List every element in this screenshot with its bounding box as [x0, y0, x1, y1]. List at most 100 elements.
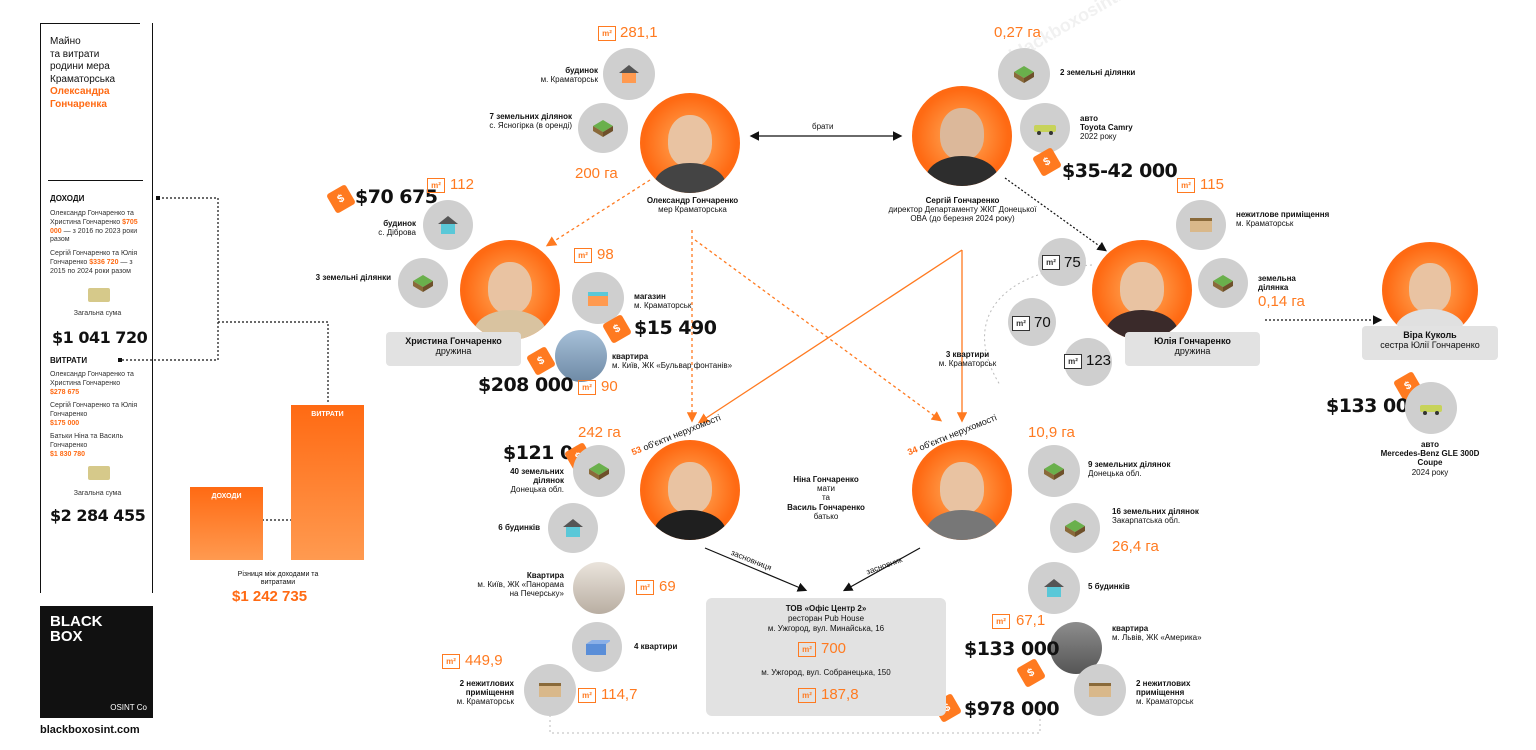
- n-flats4-text: 4 квартири: [634, 642, 678, 651]
- n-land-price: $121 00: [503, 442, 586, 464]
- s-land-area: 0,27 га: [994, 24, 1041, 41]
- bar-expense: ВИТРАТИ: [291, 405, 364, 560]
- sidebar-rule-left: [40, 23, 41, 593]
- m2-icon: m²: [798, 642, 816, 657]
- y-nonres-area: 115: [1200, 176, 1224, 193]
- nina-photo: [640, 440, 740, 540]
- house-icon: [603, 48, 655, 100]
- k-house-price: $70 675: [355, 186, 438, 208]
- flat-photo: [555, 330, 607, 382]
- khrystyna-photo: [460, 240, 560, 340]
- y-land-area: 0,14 га: [1258, 293, 1305, 310]
- income-item-2: Сергій Гончаренко та Юлія Гончаренко $33…: [50, 250, 138, 275]
- k-house-text: будинок с. Діброва: [378, 219, 416, 238]
- sidebar-connectors: [118, 196, 329, 521]
- k-house-area: 112: [450, 176, 474, 193]
- n-flat-area: 69: [659, 578, 676, 595]
- v-flat-area: 67,1: [1016, 612, 1046, 629]
- oleksandr-caption: Олександр Гончаренко мер Краматорська: [646, 196, 739, 215]
- shop-icon: [572, 272, 624, 324]
- v-land1-area: 10,9 га: [1028, 424, 1075, 441]
- c-area1: 700: [821, 640, 847, 657]
- k-flat-text: квартира м. Київ, ЖК «Бульвар фонтанів»: [612, 352, 733, 371]
- expense-total: $2 284 455: [50, 506, 146, 525]
- m2-icon: m²: [1177, 178, 1195, 193]
- v-car-price: $133 000: [1326, 395, 1422, 417]
- sidebar-title: Майно та витрати родини мера Краматорськ…: [50, 36, 116, 110]
- y-flat3: 123: [1086, 352, 1112, 369]
- khrystyna-label: Христина Гончаренко дружина: [386, 332, 521, 366]
- yulia-label: Юлія Гончаренко дружина: [1125, 332, 1260, 366]
- house-icon: [1028, 562, 1080, 614]
- land-icon: [398, 258, 448, 308]
- money-icon-2: [88, 466, 110, 480]
- expense-item-2: Сергій Гончаренко та Юлія Гончаренко $175…: [50, 402, 138, 427]
- v-car-text: авто Mercedes-Benz GLE 300D Coupe 2024 рок…: [1380, 440, 1480, 477]
- m2-icon: m²: [992, 614, 1010, 629]
- income-total-label: Загальна сума: [73, 310, 122, 317]
- expense-total-label: Загальна сума: [73, 490, 122, 497]
- brothers-label: брати: [812, 122, 834, 131]
- m2-icon: m²: [578, 688, 596, 703]
- v-land1-text: 9 земельних ділянок Донецька обл.: [1088, 460, 1171, 479]
- land-icon: [1028, 445, 1080, 497]
- v-land2-area: 26,4 га: [1112, 538, 1159, 555]
- income-heading: ДОХОДИ: [50, 194, 85, 203]
- c-area2: 187,8: [821, 686, 859, 703]
- vira-label: Віра Куколь сестра Юлії Гончаренко: [1362, 326, 1498, 360]
- serhii-photo: [912, 86, 1012, 186]
- building-icon: [524, 664, 576, 716]
- v-nonres-price: $978 000: [964, 698, 1060, 720]
- m2-icon: m²: [442, 654, 460, 669]
- yulia-photo: [1092, 240, 1192, 340]
- n-houses-text: 6 будинків: [498, 523, 540, 532]
- diff-value: $1 242 735: [232, 588, 308, 605]
- income-item-1: Олександр Гончаренко та Христина Гончаре…: [50, 210, 138, 244]
- v-nonres-text: 2 нежитлових приміщення м. Краматорськ: [1136, 679, 1194, 707]
- house-icon: [548, 503, 598, 553]
- n-flat-text: Квартира м. Київ, ЖК «Панорама на Печерсь…: [477, 571, 564, 599]
- brand-logo: BLACK BOX OSINT Co: [40, 606, 153, 718]
- c-address2: м. Ужгород, вул. Собранецька, 150: [761, 668, 891, 677]
- m2-icon: m²: [598, 26, 616, 41]
- y-flat2: 70: [1034, 314, 1051, 331]
- o-house-area: 281,1: [620, 24, 658, 41]
- flats-icon: [572, 622, 622, 672]
- k-flat-area: 90: [601, 378, 618, 395]
- money-icon: [88, 288, 110, 302]
- land-icon: [1198, 258, 1248, 308]
- n-land-text: 40 земельних ділянок Донецька обл.: [510, 467, 564, 495]
- y-flats-text: 3 квартири м. Краматорськ: [938, 350, 997, 369]
- o-house-text: будинок м. Краматорськ: [540, 66, 598, 85]
- v-houses-text: 5 будинків: [1088, 582, 1130, 591]
- parents-caption: Ніна Гончаренко мати та Василь Гончаренк…: [787, 475, 865, 521]
- v-land2-text: 16 земельних ділянок Закарпатська обл.: [1112, 507, 1199, 526]
- expense-heading: ВИТРАТИ: [50, 356, 88, 365]
- sidebar-rule-income: [48, 180, 143, 181]
- land-icon: [998, 48, 1050, 100]
- s-car-text: авто Toyota Camry 2022 року: [1080, 114, 1133, 142]
- n-nonres-area1: 449,9: [465, 652, 503, 669]
- land-icon: [1050, 503, 1100, 553]
- expense-item-3: Батьки Ніна та Василь Гончаренко $1 830 7…: [50, 433, 124, 458]
- house-icon: [423, 200, 473, 250]
- k-flat-price: $208 000: [478, 374, 574, 396]
- car-icon: [1405, 382, 1457, 434]
- m2-icon: m²: [798, 688, 816, 703]
- m2-icon: m²: [1042, 255, 1060, 270]
- car-icon: [1020, 103, 1070, 153]
- vasyl-photo: [912, 440, 1012, 540]
- k-shop-price: $15 490: [634, 317, 717, 339]
- o-land-area: 200 га: [575, 165, 618, 182]
- s-car-price: $35-42 000: [1062, 160, 1178, 182]
- sidebar-rule-right: [152, 23, 153, 593]
- oleksandr-photo: [640, 93, 740, 193]
- brand-url[interactable]: blackboxosint.com: [40, 724, 140, 736]
- k-shop-text: магазин м. Краматорськ: [634, 292, 692, 311]
- n-nonres-area2: 114,7: [601, 686, 638, 703]
- v-flat-text: квартира м. Львів, ЖК «Америка»: [1112, 624, 1202, 643]
- income-total: $1 041 720: [52, 328, 148, 347]
- m2-icon: m²: [427, 178, 445, 193]
- m2-icon: m²: [578, 380, 596, 395]
